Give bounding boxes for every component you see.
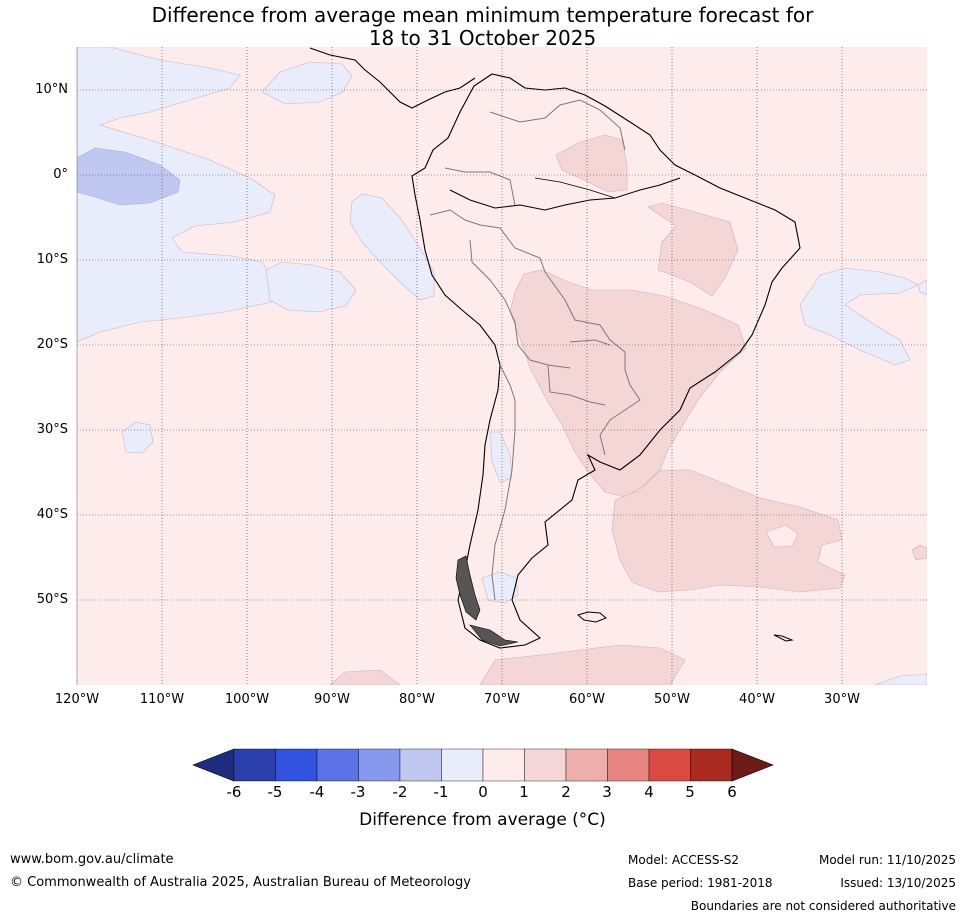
colorbar-tick-4: 4 xyxy=(644,783,654,801)
lat-label-40s: 40°S xyxy=(36,507,68,522)
colorbar-segment xyxy=(565,748,608,782)
lon-label-100w: 100°W xyxy=(224,692,270,707)
colorbar-extend-low xyxy=(192,748,235,782)
colorbar-tick-5: 5 xyxy=(685,783,695,801)
lat-label-0: 0° xyxy=(53,167,68,182)
footer-disclaimer: Boundaries are not considered authoritat… xyxy=(690,899,956,913)
cool-region-southeast-corner xyxy=(874,673,927,685)
cool-region-northwest xyxy=(77,47,276,343)
warm-region-northeast-brazil xyxy=(647,202,739,297)
colorbar-tick-m4: -4 xyxy=(309,783,325,801)
colorbar-segment xyxy=(648,748,691,782)
lat-label-20s: 20°S xyxy=(36,337,68,352)
footer-model: Model: ACCESS-S2 xyxy=(628,853,740,867)
cool-region-central-america xyxy=(261,61,353,105)
lon-label-40w: 40°W xyxy=(739,692,775,707)
warm-region-south-atlantic xyxy=(611,469,846,593)
colorbar-tick-m1: -1 xyxy=(433,783,449,801)
colorbar-tick-0: 0 xyxy=(478,783,488,801)
cool-region-tropical-atlantic xyxy=(799,267,919,366)
footer-model-run: Model run: 11/10/2025 xyxy=(818,853,956,867)
lon-label-50w: 50°W xyxy=(654,692,690,707)
lat-label-10n: 10°N xyxy=(35,82,68,97)
country-borders xyxy=(429,99,641,601)
colorbar-segment xyxy=(524,748,567,782)
colorbar-segment xyxy=(275,748,318,782)
lon-label-30w: 30°W xyxy=(824,692,860,707)
gridlines xyxy=(77,47,927,685)
footer-issued: Issued: 13/10/2025 xyxy=(840,876,956,890)
lon-label-90w: 90°W xyxy=(314,692,350,707)
colorbar-tick-m2: -2 xyxy=(392,783,408,801)
cool-region-small-pacific xyxy=(121,421,154,454)
colorbar-tick-m3: -3 xyxy=(350,783,366,801)
colorbar xyxy=(192,748,774,782)
colorbar-segment xyxy=(316,748,359,782)
central-america-coastline xyxy=(309,47,476,109)
title-line-1: Difference from average mean minimum tem… xyxy=(151,3,814,27)
cool-region-andes xyxy=(489,431,513,483)
cool-region-galapagos xyxy=(349,193,435,301)
warm-region-south-atlantic-hole xyxy=(765,524,799,548)
amazon-tributary xyxy=(534,177,616,199)
lat-label-10s: 10°S xyxy=(36,252,68,267)
colorbar-segment xyxy=(607,748,650,782)
colorbar-segment xyxy=(358,748,401,782)
colorbar-tick-3: 3 xyxy=(602,783,612,801)
colorbar-tick-m5: -5 xyxy=(267,783,283,801)
south-america-coastline xyxy=(411,73,801,649)
footer-website: www.bom.gov.au/climate xyxy=(10,852,174,867)
lon-label-70w: 70°W xyxy=(484,692,520,707)
amazon-river xyxy=(449,177,681,211)
lon-label-110w: 110°W xyxy=(139,692,185,707)
lat-label-30s: 30°S xyxy=(36,422,68,437)
colorbar-segment xyxy=(399,748,442,782)
colorbar-segment xyxy=(233,748,276,782)
south-georgia xyxy=(773,634,794,642)
lon-label-60w: 60°W xyxy=(569,692,605,707)
lon-label-120w: 120°W xyxy=(54,692,100,707)
colorbar-tick-2: 2 xyxy=(561,783,571,801)
warm-region-central-south-america xyxy=(509,269,747,498)
colorbar-tick-m6: -6 xyxy=(226,783,242,801)
warm-region-far-east xyxy=(911,544,927,561)
colorbar-segment xyxy=(441,748,484,782)
lon-label-80w: 80°W xyxy=(399,692,435,707)
footer-copyright: © Commonwealth of Australia 2025, Austra… xyxy=(10,875,471,890)
colorbar-extend-high xyxy=(731,748,774,782)
cool-region-far-east-atlantic xyxy=(917,279,927,296)
colorbar-tick-6: 6 xyxy=(727,783,737,801)
cool-region-southeast-pacific xyxy=(265,261,357,313)
colorbar-title: Difference from average (°C) xyxy=(359,810,606,830)
colorbar-tick-1: 1 xyxy=(519,783,529,801)
cold-region-equatorial-pacific xyxy=(77,147,181,206)
chilean-archipelago xyxy=(455,555,519,647)
warm-region-southern-ocean xyxy=(329,644,686,685)
falkland-islands xyxy=(576,611,607,623)
footer-base-period: Base period: 1981-2018 xyxy=(628,876,773,890)
map-plot-area xyxy=(77,47,927,685)
title-line-2: 18 to 31 October 2025 xyxy=(368,26,597,50)
chart-title: Difference from average mean minimum tem… xyxy=(0,4,965,50)
lat-label-50s: 50°S xyxy=(36,592,68,607)
colorbar-segment xyxy=(482,748,525,782)
colorbar-segment xyxy=(690,748,733,782)
